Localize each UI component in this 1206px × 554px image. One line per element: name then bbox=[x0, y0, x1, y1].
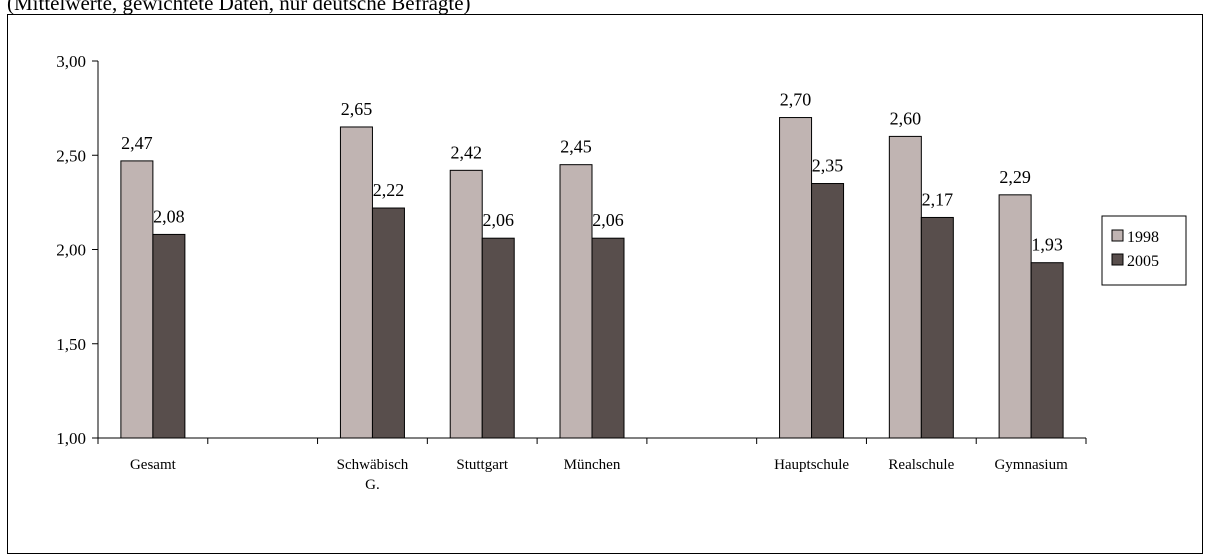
data-label: 2,35 bbox=[812, 156, 844, 176]
x-category-label: München bbox=[564, 457, 621, 473]
y-tick-label: 3,00 bbox=[56, 52, 86, 71]
data-label: 2,22 bbox=[373, 180, 405, 200]
bar-1998 bbox=[339, 126, 373, 439]
bar-1998 bbox=[559, 164, 593, 439]
data-label: 1,93 bbox=[1031, 235, 1063, 255]
data-label: 2,65 bbox=[341, 99, 373, 119]
data-label: 2,29 bbox=[999, 167, 1031, 187]
bar-2005 bbox=[811, 183, 845, 439]
bar-2005 bbox=[591, 237, 625, 439]
y-tick-label: 1,00 bbox=[56, 429, 86, 448]
legend-swatch-2005 bbox=[1111, 253, 1124, 266]
x-category-label: Gymnasium bbox=[994, 457, 1068, 473]
y-tick-label: 2,50 bbox=[56, 146, 86, 165]
data-label: 2,45 bbox=[560, 137, 592, 157]
legend-swatch-1998 bbox=[1111, 229, 1124, 242]
bar-1998 bbox=[120, 160, 154, 439]
bar-2005 bbox=[152, 233, 186, 439]
data-label: 2,70 bbox=[780, 90, 812, 110]
bar-2005 bbox=[481, 237, 515, 439]
x-category-label: Hauptschule bbox=[774, 457, 849, 473]
bar-2005 bbox=[371, 207, 405, 439]
y-tick-label: 1,50 bbox=[56, 335, 86, 354]
legend-box bbox=[1101, 215, 1187, 286]
data-label: 2,17 bbox=[922, 189, 954, 209]
y-tick-label: 2,00 bbox=[56, 241, 86, 260]
data-label: 2,08 bbox=[153, 206, 185, 226]
bar-2005 bbox=[1030, 262, 1064, 439]
data-label: 2,60 bbox=[890, 108, 922, 128]
bar-chart: 1,00 1,50 2,00 2,50 3,00 Gesamt Schwäbisch G. St… bbox=[56, 52, 1187, 493]
legend-label: 1998 bbox=[1127, 229, 1159, 246]
x-category-label: Realschule bbox=[888, 457, 954, 473]
bar-1998 bbox=[449, 169, 483, 439]
bar-1998 bbox=[888, 135, 922, 439]
bar-1998 bbox=[998, 194, 1032, 439]
legend-label: 2005 bbox=[1127, 253, 1159, 270]
x-category-label: Gesamt bbox=[130, 457, 177, 473]
bar-2005 bbox=[920, 216, 954, 439]
chart-caption: (Mittelwerte, gewichtete Daten, nur deut… bbox=[7, 0, 471, 15]
data-label: 2,47 bbox=[121, 133, 153, 153]
x-category-label: Stuttgart bbox=[456, 457, 508, 473]
x-category-label: Schwäbisch bbox=[337, 457, 409, 473]
x-category-label: G. bbox=[365, 477, 380, 493]
data-label: 2,42 bbox=[450, 142, 482, 162]
data-label: 2,06 bbox=[592, 210, 624, 230]
bar-1998 bbox=[779, 117, 813, 439]
data-label: 2,06 bbox=[482, 210, 514, 230]
